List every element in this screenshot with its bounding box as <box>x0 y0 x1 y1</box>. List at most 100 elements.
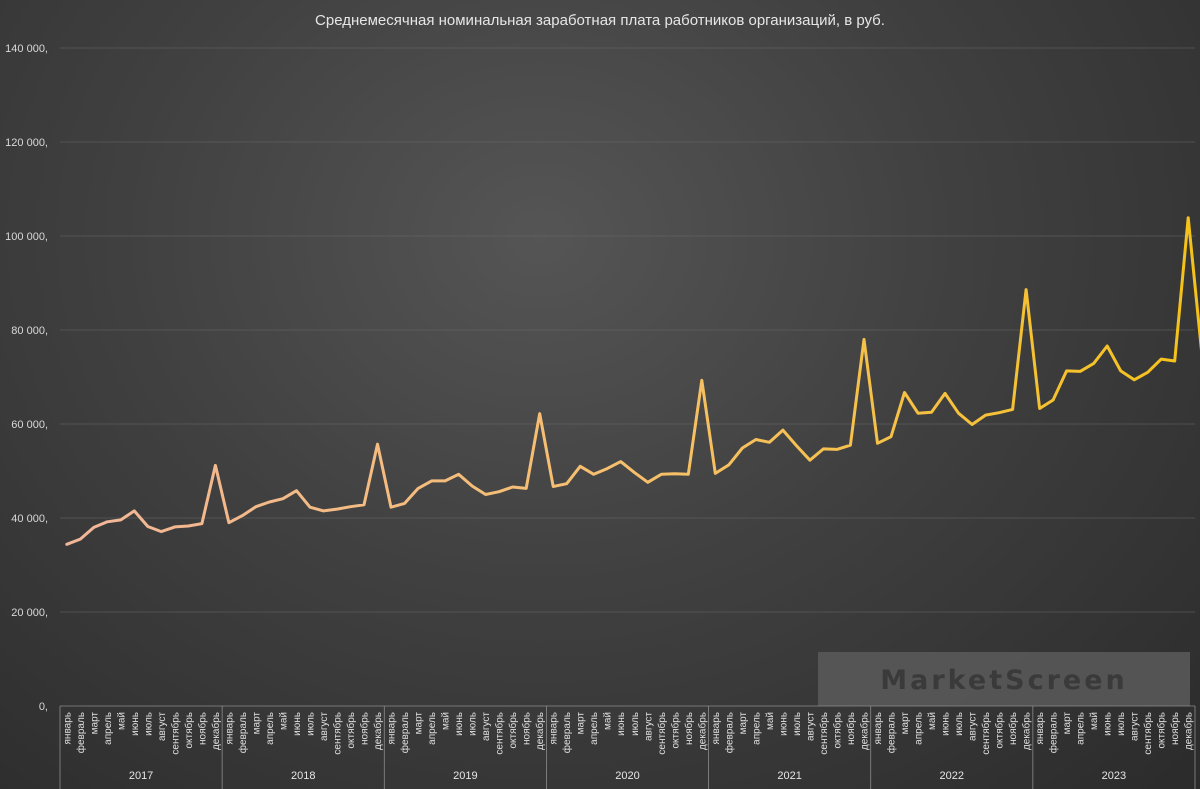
x-month-label: май <box>765 712 776 730</box>
x-month-label: январь <box>387 712 398 744</box>
x-month-label: июнь <box>1103 712 1114 736</box>
x-month-label: май <box>278 712 289 730</box>
x-month-label: январь <box>62 712 73 744</box>
x-month-label: январь <box>1035 712 1046 744</box>
x-month-label: февраль <box>237 712 249 753</box>
x-month-label: август <box>643 712 654 741</box>
x-month-label: июнь <box>292 712 303 736</box>
y-tick-label: 0, <box>39 701 48 713</box>
x-month-label: ноябрь <box>521 712 533 745</box>
x-month-label: июль <box>792 712 803 736</box>
x-year-label: 2022 <box>940 770 964 782</box>
x-month-label: март <box>89 712 100 735</box>
x-month-label: февраль <box>1048 712 1060 753</box>
x-month-label: октябрь <box>507 712 519 749</box>
x-month-label: январь <box>1197 712 1200 744</box>
x-month-label: сентябрь <box>494 712 506 755</box>
x-month-label: август <box>968 712 979 741</box>
x-year-label: 2018 <box>291 770 315 782</box>
watermark: MarketScreen <box>818 652 1190 706</box>
x-month-label: апрель <box>427 712 438 745</box>
x-month-label: апрель <box>751 712 762 745</box>
y-tick-label: 60 000, <box>11 419 48 431</box>
x-month-label: декабрь <box>372 712 384 750</box>
x-month-label: октябрь <box>669 712 681 749</box>
x-month-label: август <box>805 712 816 741</box>
watermark-text: MarketScreen <box>880 665 1127 696</box>
grid-lines <box>60 47 1195 613</box>
x-month-label: сентябрь <box>656 712 668 755</box>
y-tick-label: 100 000, <box>5 231 48 243</box>
x-month-label: апрель <box>265 712 276 745</box>
y-tick-label: 80 000, <box>11 325 48 337</box>
x-month-label: октябрь <box>994 712 1006 749</box>
watermark-box <box>818 652 1190 706</box>
x-month-label: июль <box>306 712 317 736</box>
x-month-label: март <box>251 712 262 735</box>
x-year-label: 2023 <box>1102 770 1126 782</box>
x-month-label: июнь <box>616 712 627 736</box>
x-month-label: декабрь <box>210 712 222 750</box>
x-month-label: январь <box>549 712 560 744</box>
x-axis: январь февраль март апрель май июнь июль август… <box>59 705 1200 789</box>
x-month-label: сентябрь <box>818 712 830 755</box>
x-month-label: февраль <box>561 712 573 753</box>
y-tick-label: 40 000, <box>11 513 48 525</box>
x-year-label: 2021 <box>777 770 801 782</box>
x-month-label: июнь <box>454 712 465 736</box>
x-month-label: апрель <box>1076 712 1087 745</box>
x-month-label: декабрь <box>1021 712 1033 750</box>
x-month-label: декабрь <box>534 712 546 750</box>
x-month-label: июнь <box>941 712 952 736</box>
y-tick-label: 140 000, <box>5 43 48 55</box>
x-month-label: август <box>319 712 330 741</box>
x-month-label: июль <box>630 712 641 736</box>
x-month-label: октябрь <box>183 712 195 749</box>
x-month-label: июль <box>143 712 154 736</box>
x-month-label: октябрь <box>1156 712 1168 749</box>
y-axis-ticks: 0, 20 000, 40 000, 60 000, 80 000, 100 000, 12… <box>5 43 48 713</box>
x-month-label: март <box>414 712 425 735</box>
x-month-label: октябрь <box>831 712 843 749</box>
x-month-label: март <box>576 712 587 735</box>
x-year-label: 2020 <box>615 770 639 782</box>
x-month-label: февраль <box>723 712 735 753</box>
x-month-label: март <box>1062 712 1073 735</box>
x-month-label: ноябрь <box>359 712 371 745</box>
x-month-label: декабрь <box>859 712 871 750</box>
chart-title: Среднемесячная номинальная заработная пл… <box>315 12 885 29</box>
x-month-label: август <box>481 712 492 741</box>
x-month-label: март <box>900 712 911 735</box>
x-month-label: июнь <box>778 712 789 736</box>
x-month-label: январь <box>873 712 884 744</box>
x-month-label: август <box>1130 712 1141 741</box>
x-month-label: сентябрь <box>1142 712 1154 755</box>
x-month-label: май <box>441 712 452 730</box>
x-month-label: апрель <box>914 712 925 745</box>
x-month-label: июнь <box>130 712 141 736</box>
x-month-label: июль <box>468 712 479 736</box>
x-month-label: ноябрь <box>683 712 695 745</box>
x-month-label: август <box>157 712 168 741</box>
x-month-label: ноябрь <box>1169 712 1181 745</box>
x-month-label: июль <box>954 712 965 736</box>
series-salary <box>65 216 1200 546</box>
x-month-label: январь <box>224 712 235 744</box>
x-month-label: декабрь <box>1183 712 1195 750</box>
x-month-label: декабрь <box>696 712 708 750</box>
x-month-label: май <box>603 712 614 730</box>
x-month-label: май <box>116 712 127 730</box>
y-tick-label: 20 000, <box>11 607 48 619</box>
x-month-label: сентябрь <box>332 712 344 755</box>
x-month-label: февраль <box>399 712 411 753</box>
x-month-label: ноябрь <box>845 712 857 745</box>
x-month-label: октябрь <box>345 712 357 749</box>
x-month-label: сентябрь <box>980 712 992 755</box>
x-month-label: январь <box>711 712 722 744</box>
x-month-label: апрель <box>103 712 114 745</box>
x-month-label: сентябрь <box>169 712 181 755</box>
x-month-label: февраль <box>886 712 898 753</box>
x-year-label: 2017 <box>129 770 153 782</box>
